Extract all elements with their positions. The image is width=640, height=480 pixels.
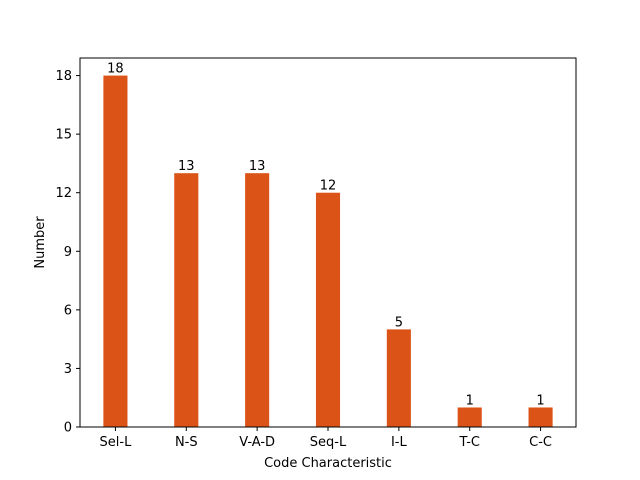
x-tick-label: T-C <box>458 435 480 450</box>
x-tick-label: C-C <box>529 435 552 450</box>
data-labels: 18 13 13 12 5 1 1 <box>107 62 545 409</box>
y-axis-ticks: 0 3 6 9 12 15 18 <box>55 69 80 436</box>
data-label-seq-l: 12 <box>320 179 337 194</box>
data-label-t-c: 1 <box>466 393 474 408</box>
data-label-c-c: 1 <box>536 393 544 408</box>
x-tick-label: Sel-L <box>100 435 133 450</box>
y-axis-label: Number <box>33 216 48 269</box>
y-tick-label: 3 <box>64 362 72 377</box>
y-tick-label: 6 <box>64 303 72 318</box>
x-tick-label: N-S <box>175 435 198 450</box>
y-tick-label: 0 <box>64 421 72 436</box>
y-tick-label: 12 <box>55 186 72 201</box>
bars <box>103 75 553 428</box>
bar-i-l <box>386 329 411 427</box>
bar-c-c <box>528 407 553 427</box>
bar-n-s <box>174 173 199 427</box>
x-axis-label: Code Characteristic <box>264 456 392 471</box>
x-tick-label: V-A-D <box>239 435 275 450</box>
data-label-v-a-d: 13 <box>249 159 266 174</box>
data-label-sel-l: 18 <box>107 62 124 77</box>
bar-v-a-d <box>245 173 270 427</box>
y-tick-label: 18 <box>55 69 72 84</box>
bar-t-c <box>457 407 482 427</box>
bar-seq-l <box>315 192 341 427</box>
x-axis-ticks: Sel-L N-S V-A-D Seq-L I-L T-C C-C <box>100 427 552 450</box>
y-tick-label: 9 <box>64 245 72 260</box>
bar-sel-l <box>103 75 128 428</box>
y-tick-label: 15 <box>55 128 72 143</box>
x-tick-label: Seq-L <box>310 435 347 450</box>
data-label-n-s: 13 <box>178 159 195 174</box>
x-tick-label: I-L <box>391 435 408 450</box>
data-label-i-l: 5 <box>395 315 403 330</box>
